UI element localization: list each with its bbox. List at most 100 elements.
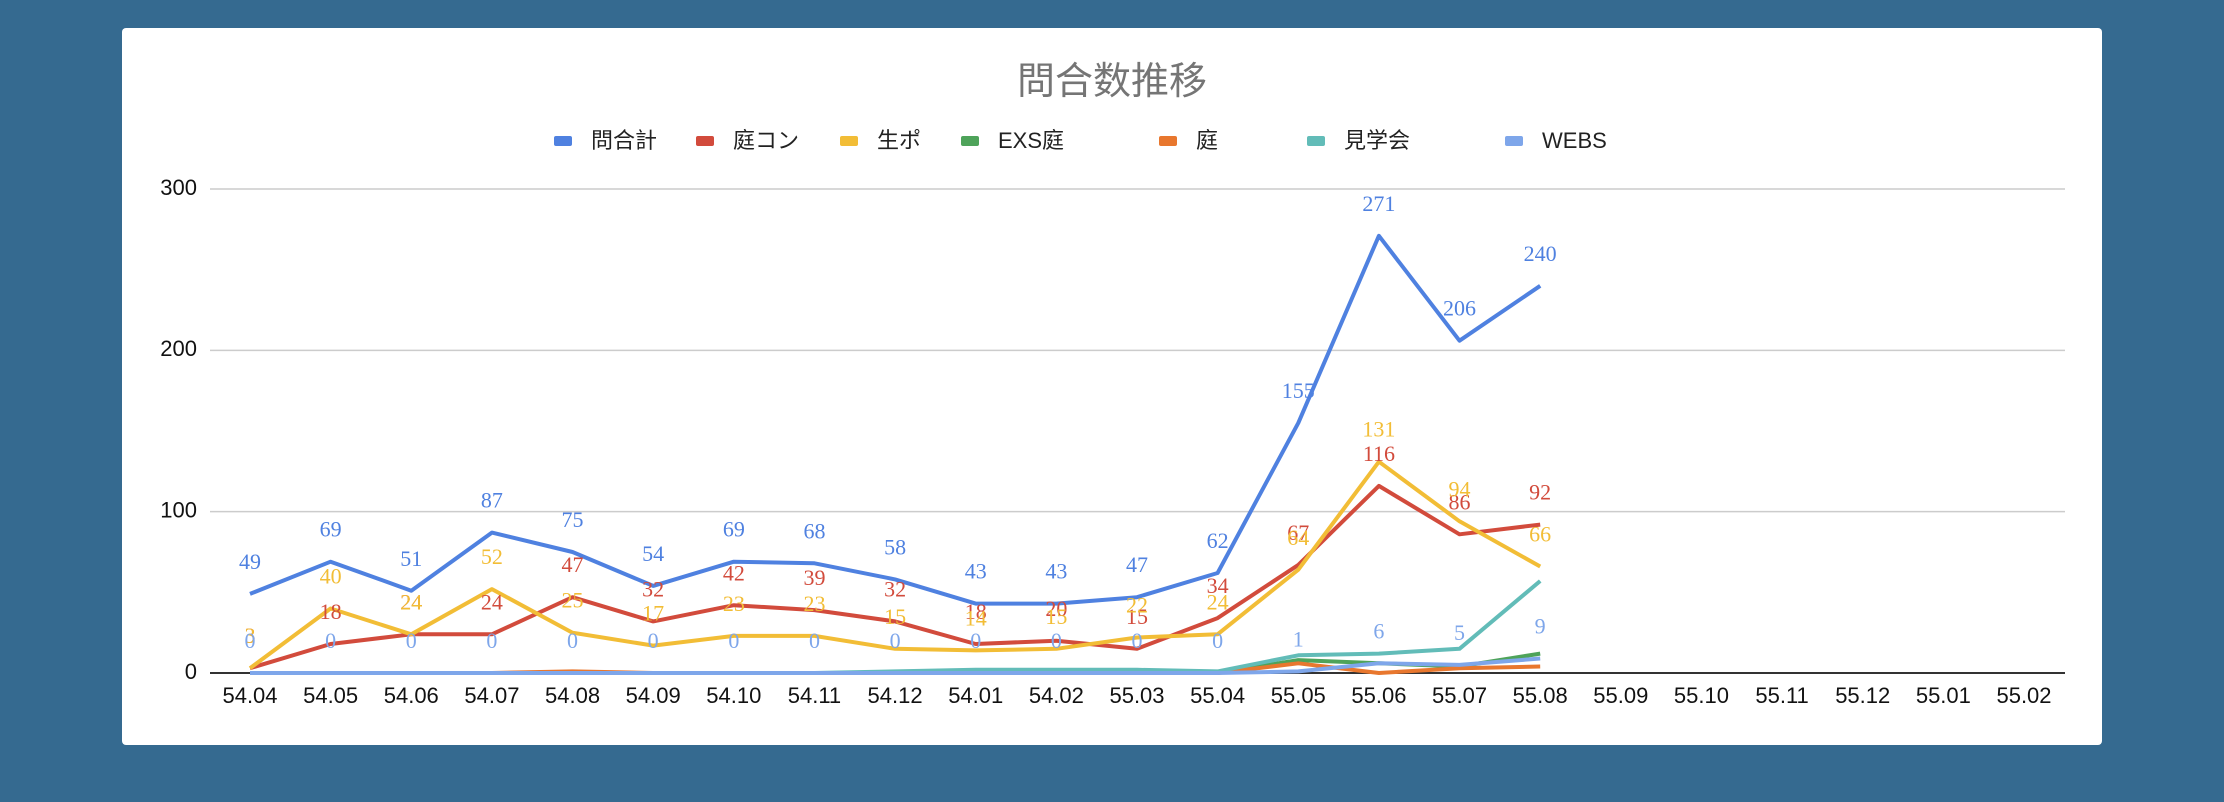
chart-title: 問合数推移 — [1017, 61, 1207, 103]
data-label: 17 — [642, 601, 664, 626]
x-tick-label: 55.03 — [1109, 683, 1164, 708]
data-label: 92 — [1529, 480, 1551, 505]
x-tick-label: 54.11 — [788, 683, 841, 708]
data-label: 24 — [400, 589, 422, 614]
data-label: 32 — [642, 576, 664, 601]
legend-swatch — [696, 136, 714, 146]
data-label: 0 — [1212, 628, 1223, 653]
x-tick-label: 55.06 — [1351, 683, 1406, 708]
data-label: 52 — [481, 544, 503, 569]
data-label: 68 — [803, 518, 825, 543]
data-label: 15 — [1045, 604, 1067, 629]
data-label: 47 — [1126, 552, 1148, 577]
legend-swatch — [840, 136, 858, 146]
data-label: 23 — [723, 591, 745, 616]
data-label: 22 — [1126, 593, 1148, 618]
data-label: 0 — [970, 628, 981, 653]
data-label: 131 — [1362, 417, 1395, 442]
legend-swatch — [554, 136, 572, 146]
x-tick-label: 55.11 — [1755, 683, 1808, 708]
data-label: 24 — [481, 589, 503, 614]
data-label: 20 — [1045, 596, 1067, 621]
data-label: 40 — [320, 564, 342, 589]
data-label: 3 — [245, 623, 256, 648]
legend-label: 庭 — [1196, 128, 1218, 153]
data-label: 5 — [1454, 620, 1465, 645]
x-tick-label: 54.07 — [464, 683, 519, 708]
legend-swatch — [1505, 136, 1523, 146]
data-label: 6 — [1373, 618, 1384, 643]
data-label: 206 — [1443, 296, 1476, 321]
legend-label: EXS庭 — [998, 128, 1064, 153]
data-label: 23 — [803, 591, 825, 616]
legend-swatch — [961, 136, 979, 146]
legend-swatch — [1307, 136, 1325, 146]
data-label: 39 — [803, 565, 825, 590]
data-label: 15 — [884, 604, 906, 629]
data-label: 14 — [965, 605, 987, 630]
x-tick-label: 55.08 — [1513, 683, 1568, 708]
y-tick-label: 300 — [160, 175, 197, 200]
x-tick-label: 54.08 — [545, 683, 600, 708]
legend-swatch — [1159, 136, 1177, 146]
data-label: 75 — [562, 507, 584, 532]
x-tick-label: 55.04 — [1190, 683, 1245, 708]
legend-label: 生ポ — [877, 128, 921, 153]
x-tick-label: 54.12 — [868, 683, 923, 708]
data-label: 240 — [1524, 241, 1557, 266]
legend-label: 問合計 — [591, 128, 657, 153]
data-label: 54 — [642, 541, 664, 566]
data-label: 64 — [1287, 525, 1309, 550]
data-label: 9 — [1535, 614, 1546, 639]
data-label: 62 — [1207, 528, 1229, 553]
data-label: 69 — [723, 517, 745, 542]
x-tick-label: 55.12 — [1835, 683, 1890, 708]
data-label: 94 — [1449, 476, 1471, 501]
x-tick-label: 55.01 — [1916, 683, 1971, 708]
y-tick-label: 0 — [185, 659, 197, 684]
data-label: 43 — [1045, 559, 1067, 584]
x-tick-label: 54.04 — [222, 683, 277, 708]
legend-label: 庭コン — [733, 128, 799, 153]
data-label: 66 — [1529, 522, 1551, 547]
x-tick-label: 54.10 — [706, 683, 761, 708]
data-label: 58 — [884, 534, 906, 559]
x-tick-label: 54.01 — [948, 683, 1003, 708]
data-label: 0 — [325, 628, 336, 653]
series-line — [248, 459, 1542, 670]
x-tick-label: 55.05 — [1271, 683, 1326, 708]
x-tick-label: 54.09 — [626, 683, 681, 708]
data-label: 24 — [400, 589, 422, 614]
x-tick-label: 55.07 — [1432, 683, 1487, 708]
data-label: 86 — [1449, 489, 1471, 514]
data-label: 271 — [1362, 191, 1395, 216]
data-label: 49 — [239, 549, 261, 574]
x-tick-label: 55.10 — [1674, 683, 1729, 708]
legend-label: 見学会 — [1344, 128, 1410, 153]
data-label: 155 — [1282, 378, 1315, 403]
x-tick-label: 54.06 — [384, 683, 439, 708]
data-label: 47 — [562, 552, 584, 577]
x-tick-label: 55.09 — [1593, 683, 1648, 708]
data-label: 1 — [1293, 626, 1304, 651]
data-label: 0 — [1132, 628, 1143, 653]
chart-card — [122, 28, 2102, 745]
data-label: 32 — [884, 576, 906, 601]
data-label: 43 — [965, 559, 987, 584]
data-label: 3 — [245, 623, 256, 648]
data-label: 0 — [245, 628, 256, 653]
data-label: 0 — [890, 628, 901, 653]
data-label: 18 — [320, 599, 342, 624]
data-label: 0 — [648, 628, 659, 653]
data-label: 15 — [1126, 604, 1148, 629]
x-tick-label: 54.05 — [303, 683, 358, 708]
data-label: 24 — [1207, 589, 1229, 614]
data-label: 18 — [965, 599, 987, 624]
data-label: 0 — [486, 628, 497, 653]
series-line — [249, 483, 1541, 671]
data-label: 0 — [728, 628, 739, 653]
data-label: 67 — [1287, 520, 1309, 545]
legend-label: WEBS — [1542, 128, 1607, 153]
data-label: 0 — [406, 628, 417, 653]
